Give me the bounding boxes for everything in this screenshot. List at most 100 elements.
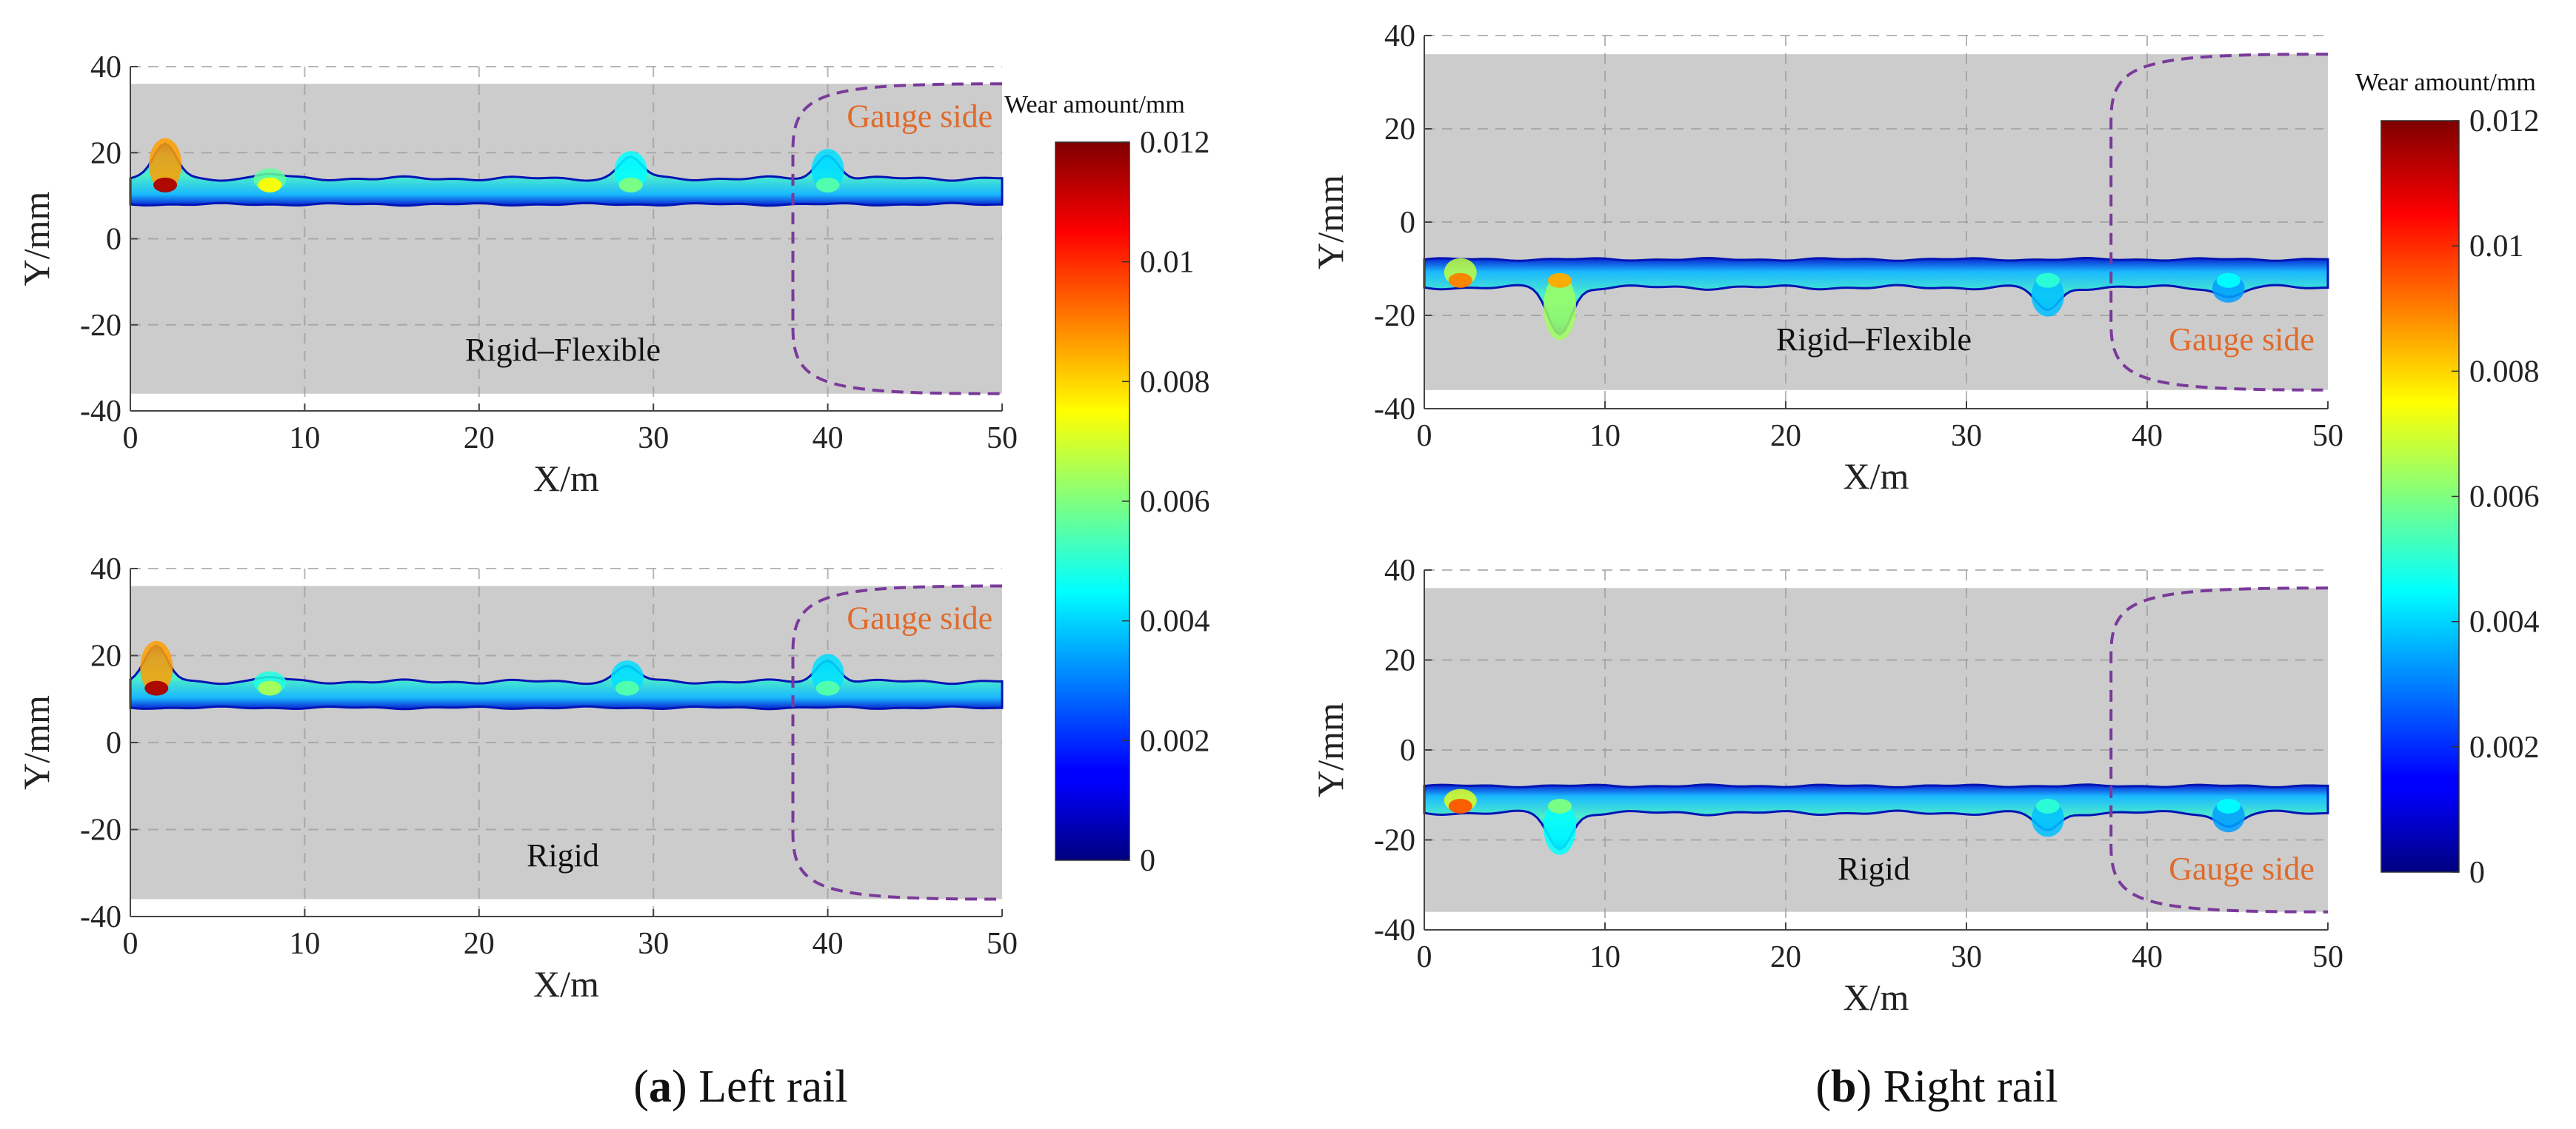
x-tick-label: 50	[2312, 419, 2343, 453]
y-tick-label: 20	[1384, 644, 1415, 678]
x-tick-label: 40	[812, 927, 844, 961]
y-tick-label: -20	[1374, 299, 1415, 333]
y-tick-label: 0	[106, 223, 121, 257]
y-tick-label: 40	[90, 50, 121, 84]
x-tick-label: 30	[638, 421, 669, 455]
y-tick-label: -20	[80, 814, 121, 848]
x-tick-label: 20	[1770, 940, 1801, 974]
colorbar-tick-label: 0.002	[2469, 731, 2540, 765]
caption-right-letter: b	[1831, 1062, 1856, 1112]
y-tick-label: -40	[80, 900, 121, 934]
x-tick-label: 0	[123, 421, 139, 455]
y-tick-label: -20	[1374, 824, 1415, 858]
x-axis-label: X/m	[1843, 455, 1909, 497]
colorbar-title: Wear amount/mm	[2355, 69, 2536, 96]
wear-peak	[1448, 272, 1472, 288]
chart-left-rail-rigid-flexible: Gauge side Rigid–Flexible 0 10 20 30 40 50 40 20 0…	[16, 50, 1018, 499]
colorbar-scale	[1055, 141, 1130, 861]
x-tick-label: 10	[1589, 940, 1621, 974]
y-tick-label: 0	[1400, 734, 1415, 768]
x-tick-label: 10	[289, 927, 320, 961]
y-tick-label: -40	[1374, 392, 1415, 426]
panel-label: Rigid	[1838, 851, 1910, 887]
x-tick-label: 10	[1589, 419, 1621, 453]
wear-peak-region	[1544, 800, 1576, 855]
y-tick-label: 20	[1384, 113, 1415, 147]
caption-right-text: Right rail	[1883, 1062, 2058, 1112]
colorbar-tick-label: 0.006	[2469, 480, 2540, 515]
y-tick-label: 40	[1384, 19, 1415, 53]
colorbar-tick-label: 0.01	[2469, 230, 2524, 264]
wear-peak	[144, 680, 169, 696]
wear-peak	[258, 680, 282, 696]
wear-peak	[2216, 798, 2240, 814]
wear-peak	[258, 177, 282, 192]
colorbar-tick-label: 0.008	[1140, 365, 1210, 399]
gauge-side-label: Gauge side	[847, 600, 992, 637]
wear-peak-region	[140, 640, 173, 694]
x-tick-label: 20	[1770, 419, 1801, 453]
colorbar-tick-label: 0.012	[1140, 126, 1210, 160]
caption-left: (a) Left rail	[633, 1062, 847, 1112]
wear-band	[1423, 257, 2329, 336]
colorbar-title: Wear amount/mm	[1004, 91, 1185, 118]
x-tick-label: 0	[1417, 940, 1432, 974]
caption-left-letter: a	[649, 1062, 672, 1112]
wear-peak	[2216, 272, 2240, 288]
x-tick-label: 50	[987, 421, 1018, 455]
panel-label: Rigid–Flexible	[1776, 321, 1972, 358]
colorbar-tick-label: 0	[1140, 844, 1155, 878]
wear-peak	[815, 680, 840, 696]
x-tick-label: 40	[2132, 419, 2163, 453]
wear-peak	[1448, 798, 1472, 814]
wear-peak	[1548, 798, 1572, 814]
y-tick-label: -20	[80, 309, 121, 343]
gauge-boundary	[791, 584, 1003, 901]
wear-peak	[615, 680, 639, 696]
gauge-side-label: Gauge side	[2169, 321, 2315, 358]
gauge-boundary	[791, 82, 1003, 395]
x-tick-label: 40	[2132, 940, 2163, 974]
x-tick-label: 20	[464, 421, 495, 455]
panel-label: Rigid	[527, 837, 599, 874]
x-axis-label: X/m	[1843, 976, 1909, 1018]
x-tick-label: 50	[987, 927, 1018, 961]
gauge-boundary	[2109, 586, 2329, 914]
colorbar-left: Wear amount/mm 0.012 0.01 0.008 0.006 0.004 0…	[1004, 91, 1209, 878]
wear-peak	[153, 177, 178, 192]
wear-peak	[1548, 272, 1572, 288]
wear-band	[129, 644, 1004, 711]
colorbar-tick-label: 0.004	[2469, 606, 2540, 640]
gauge-side-label: Gauge side	[847, 98, 992, 134]
y-axis-label: Y/mm	[16, 695, 57, 790]
colorbar-tick-label: 0	[2469, 856, 2485, 890]
panel-label: Rigid–Flexible	[465, 332, 661, 368]
x-tick-label: 0	[123, 927, 139, 961]
y-tick-label: 40	[90, 552, 121, 586]
y-axis-label: Y/mm	[1309, 175, 1351, 269]
x-tick-label: 30	[1951, 419, 1982, 453]
y-tick-label: 20	[90, 136, 121, 170]
colorbar-tick-label: 0.01	[1140, 246, 1195, 280]
gauge-boundary	[2109, 53, 2329, 392]
y-tick-label: 20	[90, 640, 121, 674]
colorbar-tick-label: 0.002	[1140, 724, 1210, 758]
x-tick-label: 20	[464, 927, 495, 961]
y-axis-label: Y/mm	[16, 192, 57, 287]
colorbar-tick-label: 0.004	[1140, 605, 1210, 639]
y-axis-label: Y/mm	[1309, 703, 1351, 797]
y-tick-label: 0	[1400, 206, 1415, 240]
wear-peak	[2035, 272, 2060, 288]
wear-peak-region	[1544, 274, 1576, 341]
colorbar-tick-label: 0.012	[2469, 104, 2540, 138]
x-tick-label: 40	[812, 421, 844, 455]
x-axis-label: X/m	[533, 963, 599, 1005]
wear-peak	[618, 177, 643, 192]
x-tick-label: 10	[289, 421, 320, 455]
x-tick-label: 0	[1417, 419, 1432, 453]
wear-band	[1423, 783, 2329, 851]
wear-peak-region	[149, 138, 182, 191]
chart-right-rail-rigid-flexible: Gauge side Rigid–Flexible 0 10 20 30 40 50 40 20 0…	[1309, 19, 2343, 497]
y-tick-label: 0	[106, 726, 121, 760]
